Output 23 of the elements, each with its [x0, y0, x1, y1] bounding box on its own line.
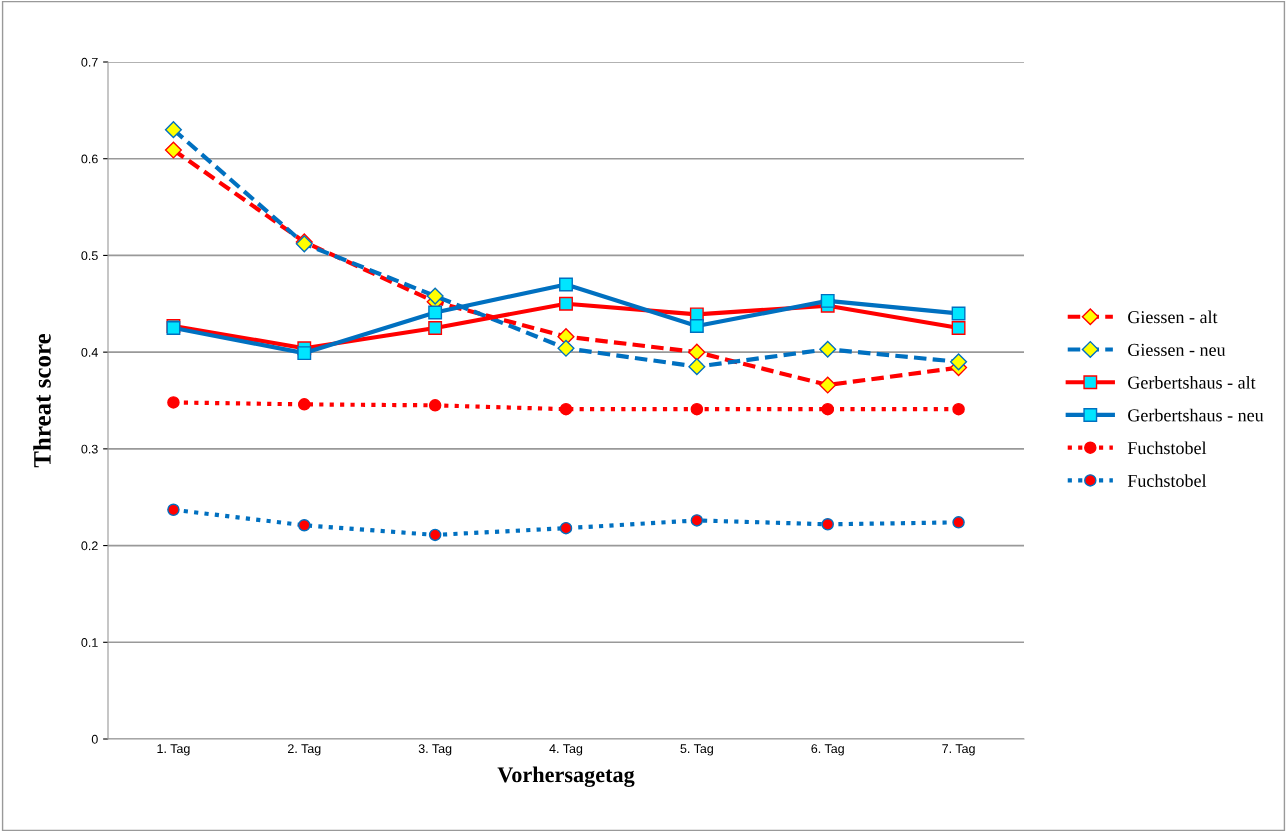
y-tick-label: 0.6 — [81, 154, 98, 164]
x-tick-label: 1. Tag — [157, 744, 190, 756]
y-tick-label: 0 — [91, 734, 98, 744]
y-tick-label: 0.5 — [81, 251, 98, 261]
y-tick-label: 0.2 — [81, 541, 98, 551]
y-tick-label: 0.3 — [81, 444, 98, 454]
y-axis-title: Threat score — [33, 333, 51, 468]
x-axis-title: Vorhersagetag — [497, 766, 635, 787]
y-tick-label: 0.4 — [81, 347, 98, 357]
legend-label: Fuchstobel — [1127, 441, 1207, 455]
legend-label: Giessen - alt — [1128, 310, 1218, 324]
x-tick-label: 2. Tag — [288, 744, 321, 756]
legend-label: Giessen - neu — [1128, 343, 1226, 356]
x-tick-label: 5. Tag — [680, 744, 713, 756]
x-tick-label: 6. Tag — [811, 744, 844, 756]
y-tick-label: 0.7 — [81, 57, 98, 67]
y-tick-label: 0.1 — [81, 638, 98, 647]
x-tick-label: 4. Tag — [549, 744, 583, 756]
x-tick-label: 3. Tag — [418, 744, 452, 756]
legend-label: Gerbertshaus - neu — [1128, 408, 1264, 422]
legend-label: Fuchstobel — [1127, 474, 1207, 487]
legend-label: Gerbertshaus - alt — [1128, 376, 1256, 389]
x-tick-label: 7. Tag — [942, 744, 975, 756]
